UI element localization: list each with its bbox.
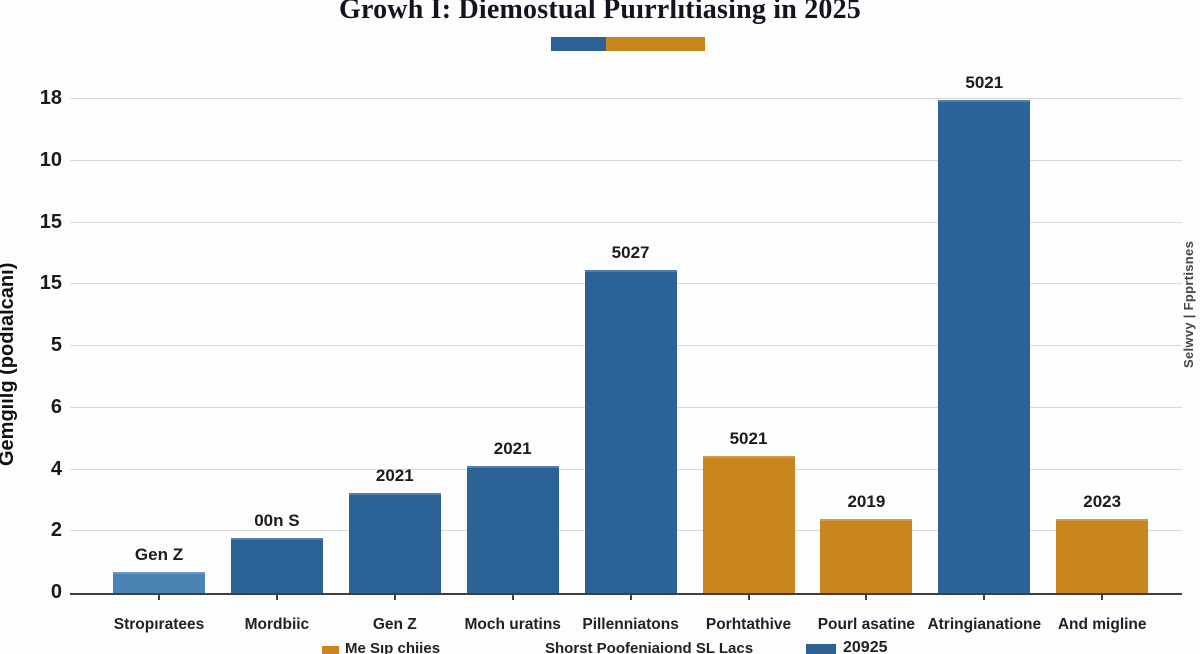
x-tick-label: Pourl asatine [817, 616, 916, 633]
y-tick-label: 4 [50, 457, 62, 480]
x-tick-label: Stropıratees [113, 616, 205, 633]
gridline [70, 159, 1182, 161]
x-axis-tick [275, 595, 278, 600]
bottom-legend-orange-label: Me Sıp chiies [345, 640, 441, 654]
x-axis-tick [511, 595, 514, 600]
x-tick-label: Porhtathive [705, 616, 792, 633]
x-tick-label: Gen Z [372, 616, 417, 633]
bar [230, 538, 323, 594]
bottom-legend-orange-swatch [322, 646, 339, 654]
bottom-legend-blue-label: 20925 [843, 639, 888, 654]
y-tick-label: 18 [39, 87, 62, 109]
x-axis-tick [983, 595, 986, 600]
x-axis-tick [393, 595, 396, 600]
bar-value-label: 2019 [847, 492, 886, 512]
bar [113, 571, 205, 594]
x-tick-label: Atringianatione [927, 616, 1042, 633]
x-tick-label: Pillenniatons [582, 616, 679, 633]
y-tick-label: 15 [39, 210, 62, 233]
y-tick-label: 0 [50, 581, 62, 603]
x-axis-tick [865, 595, 868, 600]
y-tick-label: 6 [50, 395, 62, 418]
bar [702, 456, 795, 594]
x-axis-tick [1101, 595, 1104, 600]
bar-value-label: 2023 [1083, 492, 1122, 512]
bar-value-label: Gen Z [134, 544, 184, 564]
y-tick-label: 2 [50, 519, 62, 542]
right-axis-label: Selwvy | Fpprtisnes [1181, 240, 1196, 368]
bar-value-label: 5021 [965, 73, 1004, 92]
bar-value-label: 2021 [375, 466, 414, 486]
x-tick-label: Moch uratins [464, 616, 561, 633]
x-tick-label: Mordbiic [244, 616, 310, 633]
bar [820, 519, 913, 594]
y-tick-label: 5 [50, 334, 62, 356]
top-legend [551, 37, 705, 51]
gridline [70, 98, 1182, 99]
y-axis-label: Gemgiilg (podialcani) [0, 262, 18, 466]
bar [938, 100, 1031, 594]
y-tick-label: 15 [39, 272, 62, 295]
bottom-legend: Me Sıp chiies Shorst Poofeniaiond SL Lac… [0, 638, 1200, 654]
gridline [70, 221, 1182, 223]
bottom-legend-center-label: Shorst Poofeniaiond SL Lacs [545, 640, 754, 654]
chart-title: Growh I: Diemostual Puırrlıtiasing in 20… [338, 0, 861, 25]
bar-value-label: 5021 [729, 429, 768, 449]
legend-blue-swatch [551, 37, 606, 51]
bar [466, 465, 559, 594]
x-axis-tick [747, 595, 750, 600]
bar-value-label: 5027 [611, 242, 650, 262]
bar [348, 493, 441, 594]
bottom-legend-blue-swatch [806, 644, 836, 654]
legend-orange-swatch [606, 37, 705, 51]
x-axis-tick [629, 595, 632, 600]
x-tick-label: And migline [1057, 616, 1147, 633]
bar [1056, 519, 1149, 594]
bar-value-label: 00n S [254, 511, 300, 531]
x-axis-line [70, 593, 1182, 595]
bar [584, 269, 677, 594]
x-axis-tick [158, 595, 160, 600]
y-tick-label: 10 [39, 148, 62, 171]
bar-value-label: 2021 [493, 438, 532, 458]
